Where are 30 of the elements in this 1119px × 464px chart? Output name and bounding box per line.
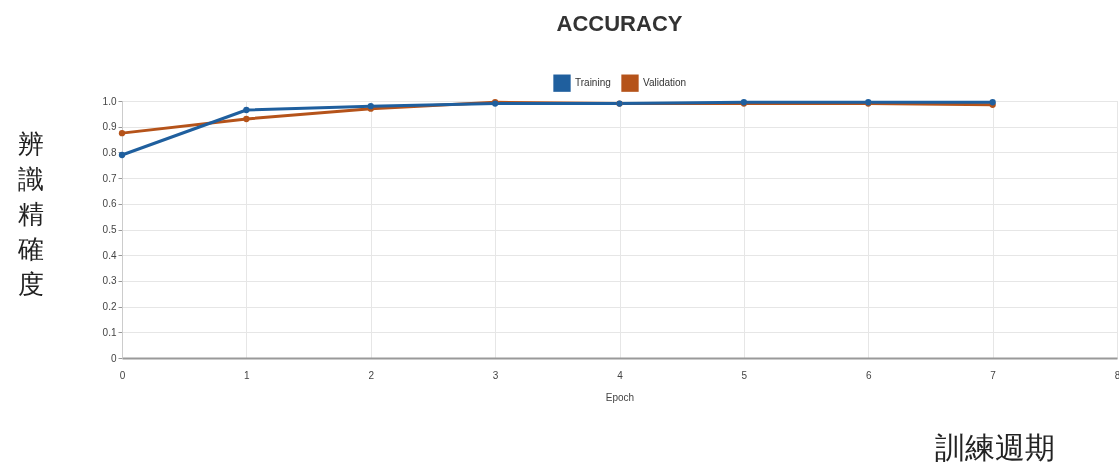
x-tick-label: 2 [368, 369, 375, 381]
y-tick-label: 0.9 [102, 121, 117, 133]
x-tick-label: 7 [990, 369, 997, 381]
text: 訓練週期 [935, 429, 1055, 464]
y-tick-label: 0.5 [102, 224, 117, 235]
y-tick-label: 0.4 [102, 249, 117, 261]
y-tick-label: 0.7 [102, 172, 117, 184]
y-tick-label: 1.0 [102, 95, 117, 107]
point [243, 115, 250, 123]
y-tick-label: 0.1 [102, 326, 117, 338]
x-tick-label: 4 [617, 369, 624, 381]
chart-title: ACCURACY [556, 11, 683, 36]
x-tick-label: 3 [492, 369, 499, 381]
y-tick-label: 0.2 [102, 301, 117, 313]
x-axis-title: Epoch [605, 391, 635, 403]
y-tick-label: 0.3 [102, 275, 117, 287]
y-tick-label: 0.8 [102, 146, 117, 158]
y-tick-label: 0.6 [102, 198, 117, 210]
legend-label: Validation [643, 77, 687, 89]
y-tick-label: 0 [110, 352, 117, 364]
x-tick-label: 6 [865, 369, 872, 381]
point [118, 129, 126, 137]
x-tick-label: 8 [1114, 369, 1119, 381]
x-tick-label: 1 [244, 369, 251, 381]
x-tick-label: 0 [119, 369, 126, 381]
y-axis-title: 辨識精確度 [16, 128, 44, 299]
x-tick-label: 5 [741, 369, 748, 381]
point [118, 151, 126, 159]
legend-label: Training [575, 77, 611, 89]
point [243, 106, 250, 114]
